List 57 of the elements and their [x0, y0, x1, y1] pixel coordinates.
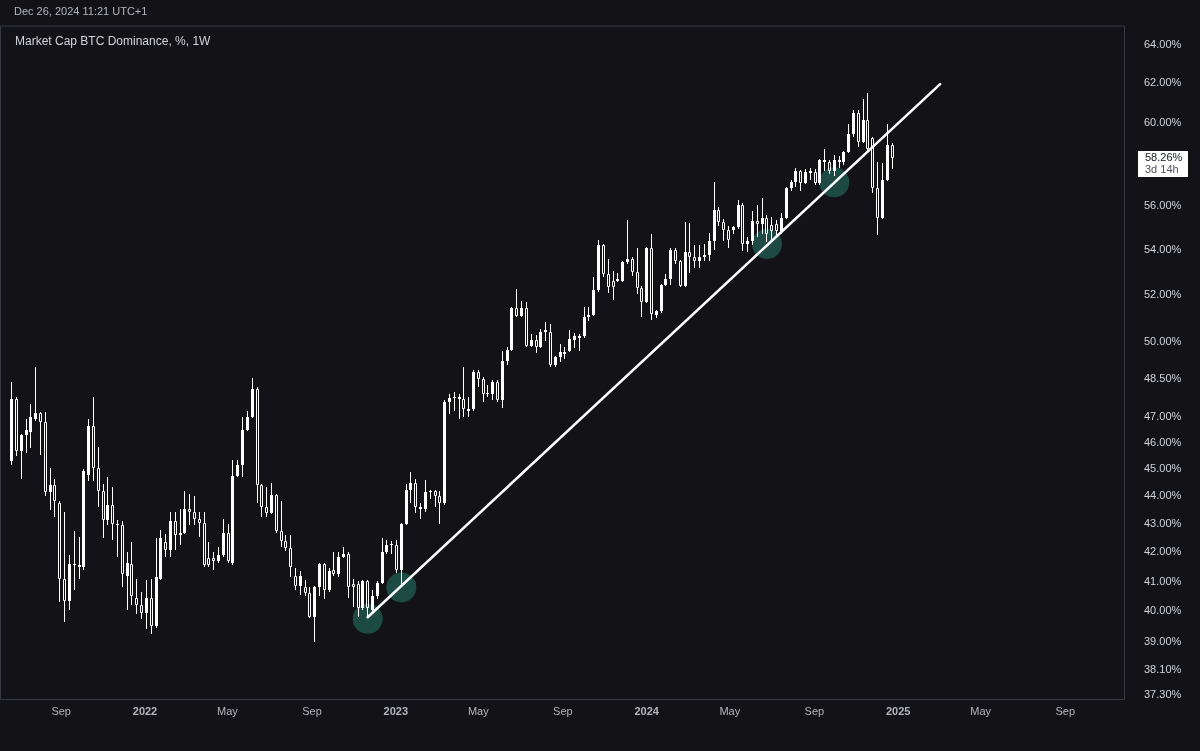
y-tick-label: 47.00% [1144, 409, 1182, 422]
candlestick [63, 512, 66, 622]
y-tick-label: 37.30% [1144, 688, 1182, 701]
x-tick-label: May [970, 704, 992, 717]
candlestick [289, 535, 292, 577]
candlestick [756, 205, 759, 237]
candlestick [97, 447, 100, 507]
chart-subtitle: Dec 26, 2024 11:21 UTC+1 [14, 5, 148, 18]
candlestick [73, 531, 76, 590]
x-tick-label: 2022 [132, 704, 158, 717]
candlestick [612, 271, 615, 300]
candlestick [135, 579, 138, 614]
candlestick [188, 494, 191, 525]
candlestick [390, 541, 393, 554]
y-tick-label: 41.00% [1144, 574, 1182, 587]
candlestick [174, 512, 177, 550]
candlestick [626, 220, 629, 264]
y-tick-label: 43.00% [1144, 517, 1182, 530]
y-tick-label: 52.00% [1144, 288, 1182, 301]
y-tick-label: 62.00% [1144, 76, 1182, 89]
y-tick-label: 50.00% [1144, 335, 1182, 348]
y-tick-label: 38.10% [1144, 662, 1182, 675]
y-tick-label: 54.00% [1144, 242, 1182, 255]
candlestick [467, 397, 470, 417]
x-tick-label: 2024 [634, 704, 660, 717]
y-tick-label: 42.00% [1144, 545, 1182, 558]
x-tick-label: May [217, 704, 239, 717]
y-tick-label: 45.00% [1144, 462, 1182, 475]
y-tick-label: 44.00% [1144, 489, 1182, 502]
x-tick-label: May [719, 704, 741, 717]
text: 3d 14h [1145, 163, 1179, 176]
candlestick [130, 542, 133, 605]
x-tick-label: Sep [51, 704, 71, 717]
text: 58.26% [1145, 151, 1183, 164]
y-tick-label: 39.00% [1144, 634, 1182, 647]
y-tick-label: 48.50% [1144, 372, 1182, 385]
candlestick [458, 394, 461, 419]
y-tick-label: 60.00% [1144, 115, 1182, 128]
x-tick-label: Sep [1055, 704, 1075, 717]
y-tick-label: 56.00% [1144, 198, 1182, 211]
x-tick-label: 2023 [383, 704, 409, 717]
y-tick-label: 46.00% [1144, 435, 1182, 448]
candlestick [823, 149, 826, 171]
candlestick [92, 397, 95, 481]
candlestick [179, 509, 182, 545]
x-tick-label: 2025 [885, 704, 911, 717]
text: Market Cap BTC Dominance, %, 1W [15, 33, 212, 48]
y-tick-label: 64.00% [1144, 37, 1182, 50]
candlestick [876, 162, 879, 235]
candlestick [116, 520, 119, 557]
candlestick [111, 487, 114, 540]
y-tick-label: 40.00% [1144, 604, 1182, 617]
x-tick-label: May [467, 704, 490, 717]
x-tick-label: Sep [302, 704, 322, 717]
x-tick-label: Sep [553, 704, 573, 717]
x-tick-label: Sep [804, 704, 825, 717]
candlestick [453, 392, 456, 411]
